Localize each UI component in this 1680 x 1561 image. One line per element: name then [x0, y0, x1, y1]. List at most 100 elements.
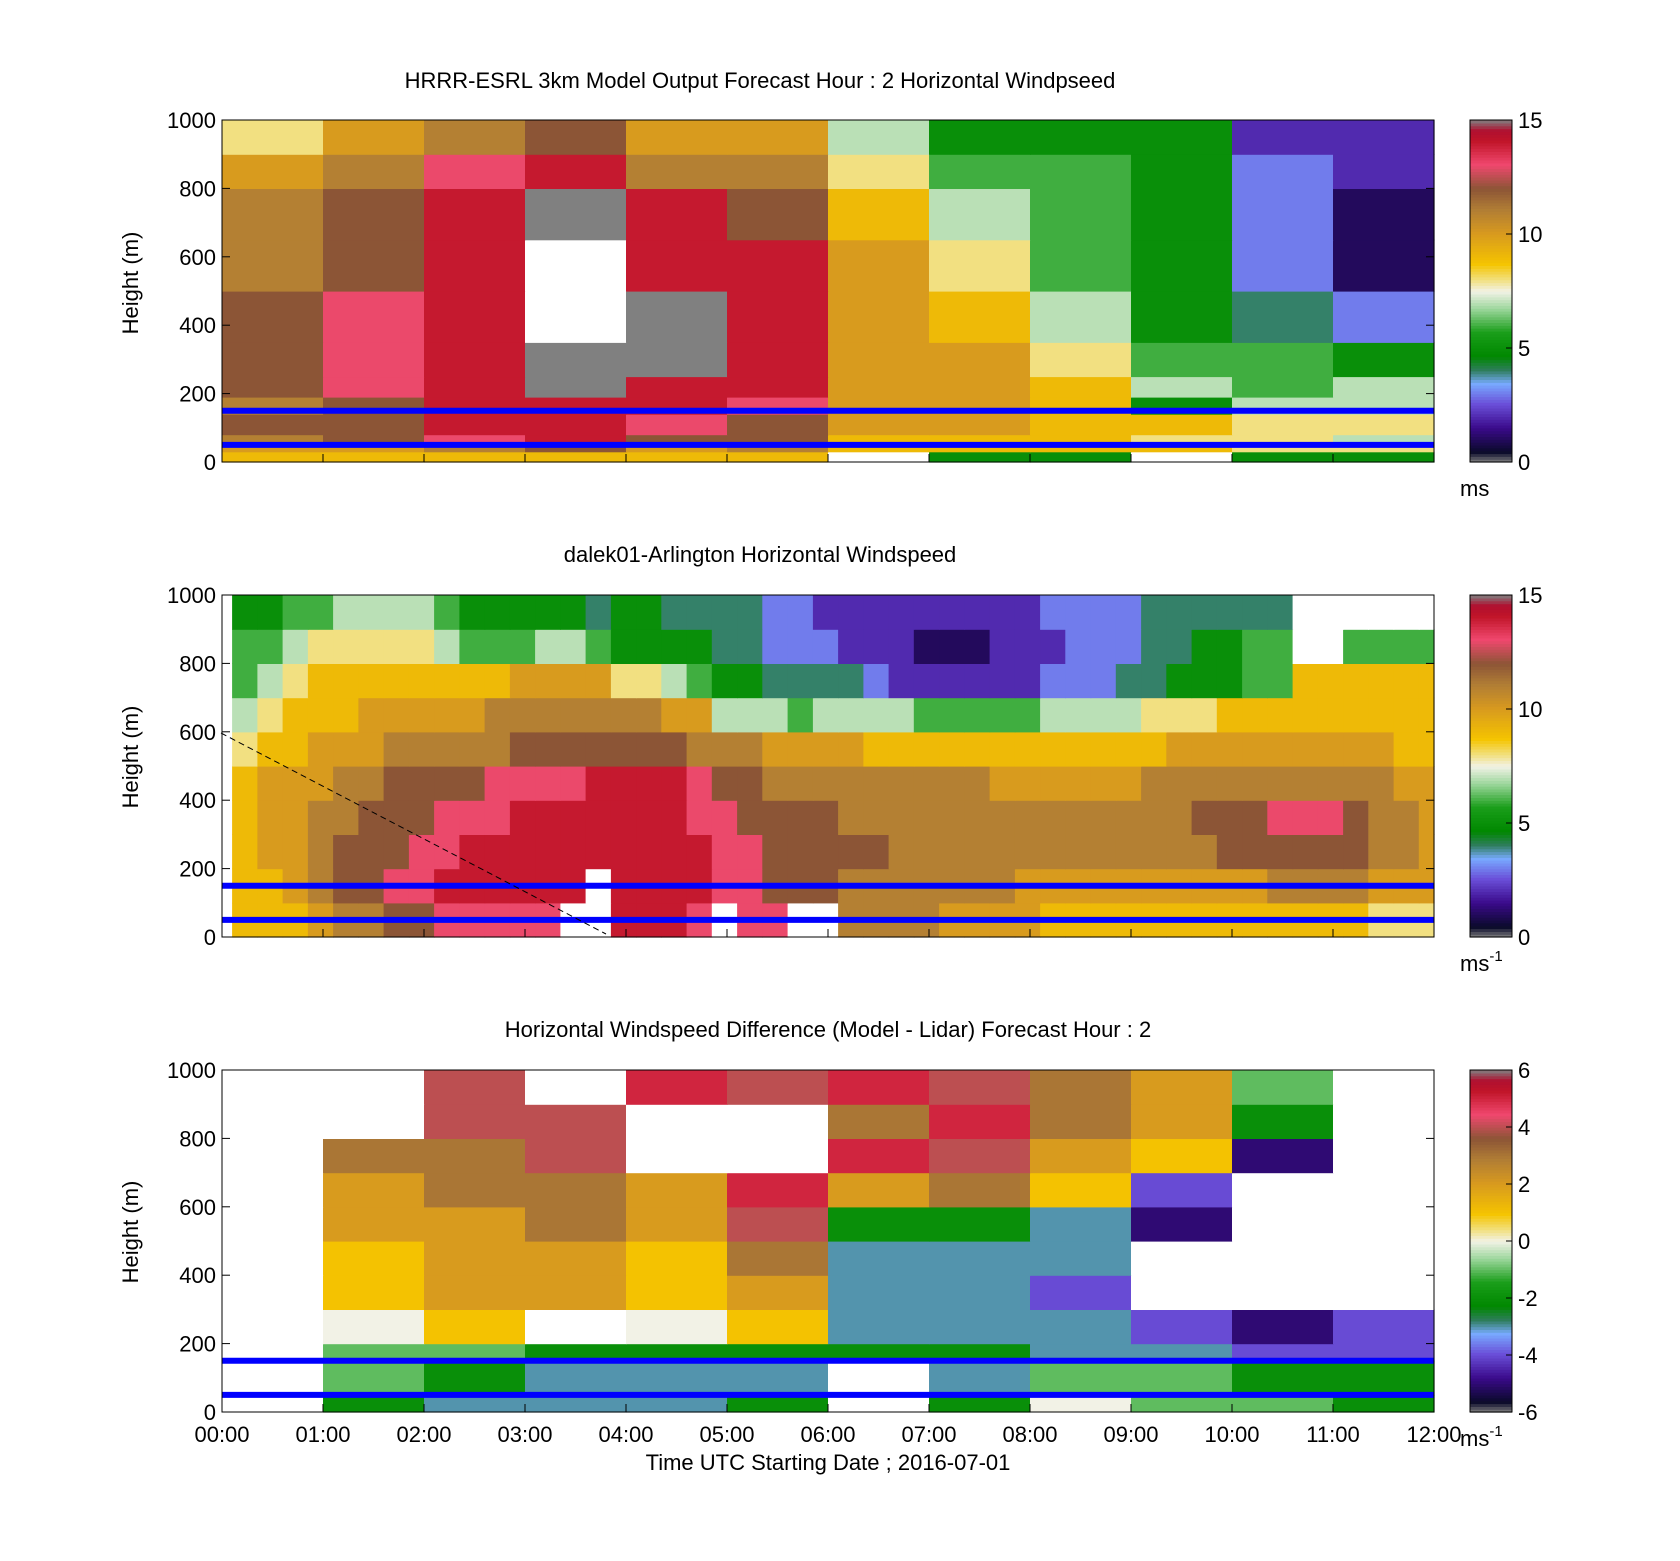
colorbar-swatch [1470, 137, 1512, 141]
heatmap-cell [1232, 291, 1334, 343]
colorbar-swatch [1470, 925, 1512, 930]
heatmap-cell [424, 1275, 526, 1310]
colorbar-swatch [1470, 634, 1512, 639]
heatmap-cell [323, 444, 425, 453]
colorbar-swatch [1470, 174, 1512, 178]
heatmap-cell [787, 731, 814, 767]
heatmap-cell [727, 434, 829, 446]
heatmap-cell [1166, 663, 1193, 699]
colorbar-swatch [1470, 1195, 1512, 1199]
colorbar-swatch [1470, 288, 1512, 292]
colorbar-swatch [1470, 1138, 1512, 1142]
heatmap-cell [626, 120, 728, 155]
heatmap-cell [323, 451, 425, 463]
heatmap-cell [1065, 697, 1092, 733]
heatmap-cell [828, 120, 930, 155]
colorbar-swatch [1470, 845, 1512, 850]
heatmap-cell [1131, 120, 1233, 155]
heatmap-cell [323, 239, 425, 292]
heatmap-cell [888, 800, 915, 835]
heatmap-cell [762, 595, 789, 630]
colorbar-swatch [1470, 157, 1512, 161]
colorbar-tick-label: -6 [1518, 1400, 1538, 1425]
heatmap-cell [636, 766, 662, 801]
heatmap-cell [661, 629, 688, 664]
heatmap-cell [626, 434, 728, 446]
heatmap-cell [484, 629, 511, 664]
colorbar-swatch [1470, 299, 1512, 304]
heatmap-cell [525, 1070, 627, 1105]
heatmap-cell [525, 239, 627, 292]
heatmap-cell [1166, 800, 1193, 835]
colorbar-swatch [1470, 413, 1512, 418]
colorbar-tick-label: -2 [1518, 1286, 1538, 1311]
heatmap-cell [232, 629, 258, 664]
colorbar-swatch [1470, 177, 1512, 181]
colorbar-tick-label: 5 [1518, 811, 1530, 836]
heatmap-cell [1333, 444, 1435, 453]
colorbar-swatch [1470, 211, 1512, 215]
heatmap-cell [1393, 766, 1420, 801]
heatmap-cell [1040, 800, 1066, 835]
heatmap-cell [1216, 697, 1243, 733]
heatmap-cell [1317, 800, 1344, 835]
heatmap-cell [459, 697, 486, 733]
heatmap-cell [626, 1206, 728, 1242]
heatmap-cell [661, 663, 688, 699]
colorbar-swatch [1470, 848, 1512, 853]
heatmap-cell [828, 1070, 930, 1105]
heatmap-cell [661, 800, 688, 835]
heatmap-cell [525, 434, 627, 446]
heatmap-cell [1191, 697, 1218, 733]
heatmap-cell [1393, 595, 1420, 630]
colorbar-swatch [1470, 1340, 1512, 1345]
colorbar-swatch [1470, 1403, 1512, 1407]
colorbar-swatch [1470, 182, 1512, 187]
heatmap-cell [307, 800, 334, 835]
colorbar-swatch [1470, 376, 1512, 380]
colorbar-swatch [1470, 757, 1512, 761]
heatmap-cell [1343, 595, 1369, 630]
colorbar-swatch [1470, 1337, 1512, 1342]
heatmap-cell [1141, 731, 1167, 767]
colorbar-swatch [1470, 1132, 1512, 1137]
heatmap-cell [560, 629, 587, 664]
heatmap-cell [1166, 731, 1193, 767]
colorbar-swatch [1470, 894, 1512, 898]
heatmap-cell [711, 629, 738, 664]
heatmap-cell [661, 766, 688, 801]
heatmap-cell [610, 697, 637, 733]
colorbar-swatch [1470, 205, 1512, 209]
colorbar-swatch [1470, 1369, 1512, 1373]
x-tick-label: 12:00 [1406, 1422, 1461, 1447]
colorbar-swatch [1470, 914, 1512, 918]
heatmap-cell [1393, 697, 1420, 733]
heatmap-cell [222, 1309, 324, 1345]
colorbar-swatch [1470, 1072, 1512, 1077]
colorbar-swatch [1470, 1081, 1512, 1085]
colorbar-swatch [1470, 691, 1512, 696]
heatmap-cell [727, 1275, 829, 1310]
heatmap-cell [434, 731, 460, 767]
colorbar-swatch [1470, 640, 1512, 645]
heatmap-cell [1333, 1394, 1435, 1413]
heatmap-cell [585, 595, 612, 630]
heatmap-cell [1333, 1070, 1435, 1105]
colorbar-swatch [1470, 885, 1512, 890]
colorbar-swatch [1470, 763, 1512, 767]
heatmap-cell [787, 629, 814, 664]
colorbar-swatch [1470, 1238, 1512, 1242]
colorbar-swatch [1470, 694, 1512, 699]
heatmap-cell [1216, 629, 1243, 664]
colorbar-swatch [1470, 199, 1512, 204]
heatmap-cell [1090, 800, 1117, 835]
colorbar-swatch [1470, 637, 1512, 642]
colorbar-swatch [1470, 823, 1512, 827]
heatmap-cell [282, 629, 309, 664]
heatmap-cell [232, 766, 258, 801]
colorbar-swatch [1470, 1198, 1512, 1202]
heatmap-cell [1418, 731, 1435, 767]
colorbar-swatch [1470, 1215, 1512, 1219]
heatmap-cell [525, 1360, 627, 1396]
colorbar-tick-label: 0 [1518, 450, 1530, 475]
